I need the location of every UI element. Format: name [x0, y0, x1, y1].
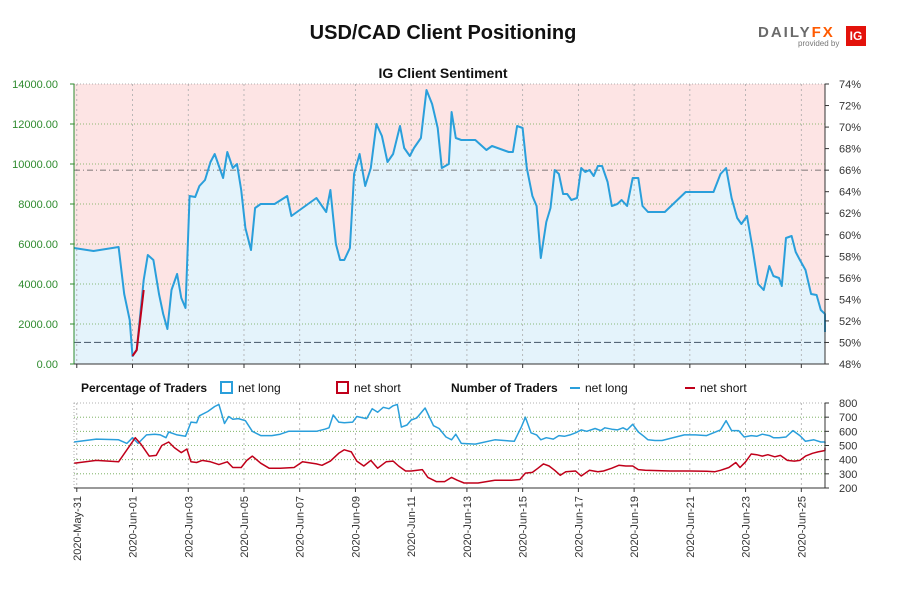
sub-y-tick-label: 200 — [839, 483, 857, 495]
x-tick-label: 2020-Jun-25 — [796, 496, 808, 558]
y-left-tick-label: 14000.00 — [12, 79, 58, 91]
legend-pct-long: net long — [220, 381, 281, 395]
net-long-area — [74, 90, 825, 364]
y-left-tick-label: 10000.00 — [12, 159, 58, 171]
x-tick-label: 2020-Jun-23 — [741, 496, 753, 558]
traders-net-long-line — [73, 403, 826, 445]
net-short-line — [131, 289, 145, 357]
y-right-tick-label: 54% — [839, 294, 861, 306]
legend-num-long: net long — [570, 381, 628, 395]
x-tick-label: 2020-Jun-03 — [183, 496, 195, 558]
x-tick-label: 2020-Jun-13 — [462, 496, 474, 558]
y-right-tick-label: 48% — [839, 359, 861, 371]
y-left-tick-label: 0.00 — [37, 359, 58, 371]
x-tick-label: 2020-Jun-07 — [295, 496, 307, 558]
y-right-tick-label: 52% — [839, 316, 861, 328]
y-right-tick-label: 64% — [839, 187, 861, 199]
net-long-swatch-icon — [220, 381, 233, 394]
y-left-tick-label: 12000.00 — [12, 119, 58, 131]
traders-panel — [73, 403, 826, 488]
sub-y-tick-label: 700 — [839, 412, 857, 424]
ig-badge: IG — [846, 26, 866, 46]
chart-subtitle: IG Client Sentiment — [378, 65, 508, 81]
legend-num-short: net short — [685, 381, 747, 395]
legend-pct-title: Percentage of Traders — [81, 381, 208, 395]
main-panel — [73, 84, 826, 364]
y-right-tick-label: 60% — [839, 230, 861, 242]
y-right-tick-label: 66% — [839, 165, 861, 177]
x-tick-label: 2020-Jun-05 — [239, 496, 251, 558]
axes: 14000.0012000.0010000.008000.006000.0040… — [12, 79, 861, 561]
y-right-tick-label: 74% — [839, 79, 861, 91]
y-right-tick-label: 58% — [839, 251, 861, 263]
sub-y-tick-label: 500 — [839, 441, 857, 453]
x-tick-label: 2020-Jun-21 — [685, 496, 697, 558]
y-right-tick-label: 70% — [839, 122, 861, 134]
traders-net-short-line — [73, 436, 826, 484]
x-tick-label: 2020-Jun-01 — [128, 496, 140, 558]
y-right-tick-label: 56% — [839, 273, 861, 285]
y-left-tick-label: 8000.00 — [18, 199, 58, 211]
y-left-tick-label: 4000.00 — [18, 279, 58, 291]
sub-y-tick-label: 800 — [839, 398, 857, 410]
x-tick-label: 2020-Jun-09 — [350, 496, 362, 558]
logo-wordmark: DAILYFX — [758, 24, 835, 41]
x-tick-label: 2020-May-31 — [72, 496, 84, 561]
y-right-tick-label: 50% — [839, 337, 861, 349]
chart-title: USD/CAD Client Positioning — [309, 22, 577, 44]
sub-y-tick-label: 400 — [839, 455, 857, 467]
x-tick-label: 2020-Jun-11 — [406, 496, 418, 557]
y-right-tick-label: 72% — [839, 101, 861, 113]
y-right-tick-label: 68% — [839, 144, 861, 156]
sub-frame — [73, 402, 826, 489]
net-long-line — [73, 89, 826, 357]
net-short-swatch-icon — [336, 381, 349, 394]
sub-y-tick-label: 300 — [839, 469, 857, 481]
sub-y-tick-label: 600 — [839, 426, 857, 438]
x-tick-label: 2020-Jun-17 — [573, 496, 585, 558]
dailyfx-logo: DAILYFX provided by IG — [758, 24, 868, 48]
x-tick-label: 2020-Jun-15 — [518, 496, 530, 558]
net-short-line-icon — [685, 387, 695, 389]
y-right-tick-label: 62% — [839, 208, 861, 220]
logo-provided-by: provided by — [798, 39, 840, 48]
y-left-tick-label: 2000.00 — [18, 319, 58, 331]
legend-num-title: Number of Traders — [451, 381, 558, 395]
x-tick-label: 2020-Jun-19 — [629, 496, 641, 558]
net-long-line-icon — [570, 387, 580, 389]
y-left-tick-label: 6000.00 — [18, 239, 58, 251]
legend-pct-short: net short — [336, 381, 401, 395]
